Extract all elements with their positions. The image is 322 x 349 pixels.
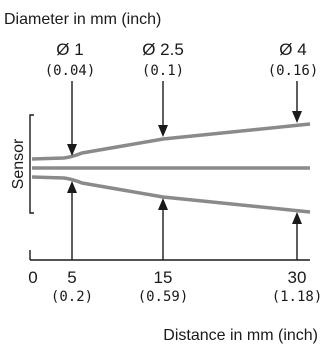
- arrow-down-2: [158, 81, 168, 137]
- tick-sub-15: (0.59): [138, 289, 189, 305]
- tick-label-5: 5: [67, 268, 76, 287]
- tick-sub-30: (1.18): [272, 289, 322, 305]
- diameter-label-2: Ø 2.5: [142, 40, 184, 59]
- diameter-sub-2: (0.1): [142, 63, 184, 79]
- tick-sub-5: (0.2): [51, 289, 93, 305]
- tick-label-30: 30: [288, 268, 307, 287]
- arrow-down-1: [67, 81, 77, 156]
- beam-lower-edge: [31, 175, 311, 214]
- beam-upper-edge: [31, 122, 311, 161]
- diameter-label-3: Ø 4: [279, 40, 306, 59]
- arrow-up-3: [292, 212, 302, 260]
- distance-title: Distance in mm (inch): [163, 327, 318, 344]
- sensor-bracket: [29, 114, 34, 214]
- arrow-up-2: [158, 198, 168, 260]
- arrow-down-3: [292, 81, 302, 123]
- diameter-label-1: Ø 1: [56, 40, 83, 59]
- sensor-label: Sensor: [10, 138, 27, 189]
- arrow-up-1: [67, 181, 77, 260]
- diameter-sub-1: (0.04): [45, 63, 96, 79]
- diameter-sub-3: (0.16): [268, 63, 319, 79]
- tick-label-0: 0: [28, 268, 37, 287]
- tick-label-15: 15: [154, 268, 173, 287]
- diameter-title: Diameter in mm (inch): [4, 11, 161, 28]
